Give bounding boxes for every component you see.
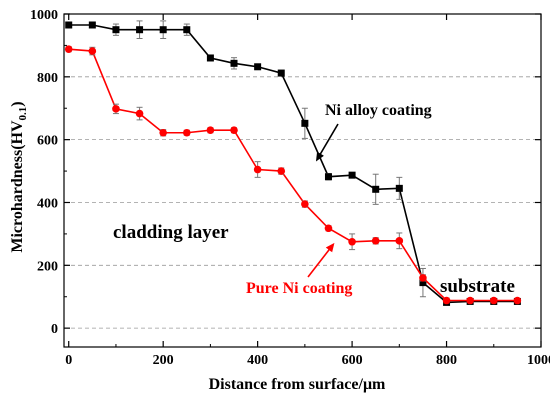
substrate-annotation: substrate xyxy=(440,276,515,297)
data-point xyxy=(466,296,474,305)
data-point xyxy=(64,45,73,53)
plot-frame xyxy=(63,13,542,348)
series-line xyxy=(68,48,518,302)
y-axis-title-subscript: 0.1 xyxy=(17,107,29,121)
data-point xyxy=(301,200,309,208)
data-point xyxy=(159,128,167,137)
pure-ni-annotation: Pure Ni coating xyxy=(246,280,352,297)
data-point xyxy=(324,173,332,181)
x-tick-label-400: 400 xyxy=(247,353,268,368)
data-point xyxy=(136,26,144,34)
y-tick-label-800: 800 xyxy=(37,71,58,86)
y-tick-label-1000: 1000 xyxy=(30,8,58,23)
data-point xyxy=(159,26,167,34)
y-axis-title-main: Microhardness(HV xyxy=(9,120,26,253)
data-point xyxy=(206,54,214,62)
data-point xyxy=(182,128,191,137)
data-point xyxy=(395,184,403,192)
x-tick-label-1000: 1000 xyxy=(527,353,550,368)
x-tick-label-800: 800 xyxy=(436,353,457,368)
data-point xyxy=(513,296,522,305)
data-point xyxy=(371,237,380,245)
y-axis-title: Microhardness(HV0.1) xyxy=(9,101,29,252)
data-point xyxy=(489,296,498,305)
data-point xyxy=(112,105,120,113)
data-point xyxy=(135,109,144,118)
data-point xyxy=(277,167,286,175)
data-point xyxy=(88,21,96,29)
y-tick-label-200: 200 xyxy=(37,259,58,274)
data-point xyxy=(206,126,215,135)
data-point xyxy=(183,26,191,34)
axis-ticks: 0 200 400 600 800 1000 0 200 400 600 800 1000 xyxy=(30,8,550,368)
data-point xyxy=(324,224,333,233)
pure-ni-arrow xyxy=(307,242,335,278)
data-point xyxy=(301,119,309,127)
series-layer xyxy=(64,20,522,306)
x-tick-label-200: 200 xyxy=(153,353,174,368)
y-tick-label-0: 0 xyxy=(51,322,58,337)
data-point xyxy=(112,26,120,34)
x-axis-title: Distance from surface/μm xyxy=(209,376,386,393)
data-point xyxy=(395,237,404,245)
data-point xyxy=(230,126,238,135)
ni-alloy-arrow xyxy=(315,123,339,162)
data-point xyxy=(254,63,262,71)
x-tick-label-0: 0 xyxy=(65,353,72,368)
data-point xyxy=(372,185,380,193)
ni-alloy-annotation: Ni alloy coating xyxy=(325,102,432,119)
x-tick-label-600: 600 xyxy=(342,353,363,368)
data-point xyxy=(88,47,97,55)
data-point xyxy=(65,21,73,29)
y-tick-label-600: 600 xyxy=(37,134,58,149)
y-axis-title-close: ) xyxy=(9,101,26,106)
series-pure-ni xyxy=(64,45,522,305)
data-point xyxy=(277,69,285,77)
data-point xyxy=(348,237,356,246)
data-point xyxy=(419,279,427,287)
cladding-layer-annotation: cladding layer xyxy=(113,222,229,243)
series-line xyxy=(68,24,518,304)
series-ni-alloy xyxy=(65,20,521,306)
data-point xyxy=(442,296,451,305)
y-tick-label-400: 400 xyxy=(37,196,58,211)
data-point xyxy=(419,274,427,282)
data-point xyxy=(348,171,356,179)
data-point xyxy=(253,165,262,174)
data-point xyxy=(230,59,238,67)
